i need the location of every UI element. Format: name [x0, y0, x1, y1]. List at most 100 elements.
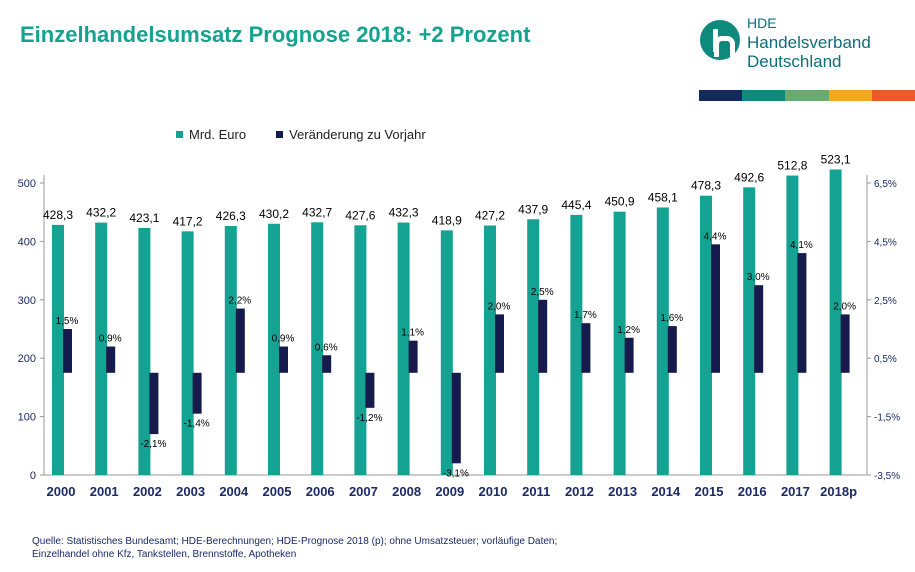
- revenue-data-label: 417,2: [173, 214, 203, 228]
- y-right-tick-label: 0,5%: [874, 354, 897, 365]
- change-bar: [667, 326, 677, 373]
- revenue-data-label: 523,1: [821, 153, 851, 167]
- color-strip-segment: [871, 90, 915, 101]
- change-data-label: 2,5%: [531, 287, 554, 298]
- change-data-label: 0,9%: [272, 334, 295, 345]
- revenue-bar: [440, 230, 453, 475]
- x-tick-label: 2008: [392, 484, 421, 499]
- change-bar: [711, 244, 720, 373]
- change-bar: [365, 372, 375, 408]
- legend-item-revenue: Mrd. Euro: [176, 127, 246, 142]
- y-left-tick-label: 200: [18, 353, 36, 365]
- x-tick-label: 2010: [479, 484, 508, 499]
- legend-swatch-revenue: [176, 131, 183, 138]
- change-data-label: 1,1%: [401, 328, 424, 339]
- y-right-tick-label: 2,5%: [874, 296, 897, 307]
- revenue-bar: [95, 222, 108, 475]
- change-bar: [495, 314, 504, 373]
- revenue-bar: [268, 223, 280, 475]
- change-bar: [451, 372, 461, 464]
- revenue-data-label: 423,1: [129, 211, 159, 225]
- change-bar: [279, 346, 288, 373]
- x-tick-label: 2015: [695, 484, 724, 499]
- x-tick-label: 2009: [435, 484, 464, 499]
- change-bar: [754, 285, 764, 373]
- revenue-bar: [354, 225, 367, 475]
- legend-label-revenue: Mrd. Euro: [189, 127, 247, 142]
- revenue-data-label: 492,6: [734, 170, 764, 184]
- change-bar: [624, 337, 634, 373]
- revenue-bar: [656, 207, 669, 475]
- y-right-tick-label: -3,5%: [874, 471, 900, 482]
- color-strip-segment: [785, 90, 829, 101]
- revenue-bar: [743, 187, 756, 475]
- x-tick-label: 2000: [47, 484, 76, 499]
- revenue-data-label: 478,3: [691, 179, 721, 193]
- change-bar: [63, 329, 72, 373]
- revenue-data-label: 427,6: [345, 208, 375, 222]
- change-data-label: 1,6%: [660, 313, 683, 324]
- change-data-label: 2,0%: [488, 301, 511, 312]
- change-bar: [840, 314, 850, 373]
- revenue-data-label: 432,7: [302, 205, 332, 219]
- change-data-label: -2,1%: [140, 439, 166, 450]
- hde-logo: HDE Handelsverband Deutschland: [700, 14, 890, 76]
- source-line-2: Einzelhandel ohne Kfz, Tankstellen, Bren…: [32, 549, 297, 560]
- y-right-tick-label: -1,5%: [874, 413, 900, 424]
- page-title: Einzelhandelsumsatz Prognose 2018: +2 Pr…: [20, 22, 531, 47]
- y-left-tick-label: 500: [18, 178, 36, 190]
- revenue-bar: [224, 226, 237, 475]
- change-data-label: 4,4%: [704, 231, 727, 242]
- revenue-data-label: 426,3: [216, 209, 246, 223]
- revenue-bar: [527, 219, 540, 475]
- change-data-label: 2,0%: [833, 301, 856, 312]
- change-data-label: -1,2%: [356, 413, 382, 424]
- revenue-data-label: 432,3: [389, 206, 419, 220]
- x-tick-label: 2006: [306, 484, 335, 499]
- change-bar: [192, 372, 202, 414]
- change-data-label: -3,1%: [443, 468, 469, 479]
- revenue-chart: 0 100 200 300 400 500 -3,5% -1,5% 0,5% 2,5% 4,5% 6,…: [18, 153, 901, 499]
- change-data-label: 1,5%: [56, 316, 79, 327]
- y-right-tick-label: 6,5%: [874, 179, 897, 190]
- revenue-bar: [52, 224, 64, 475]
- revenue-bar: [484, 225, 496, 475]
- change-bar: [106, 346, 116, 373]
- x-tick-label: 2016: [738, 484, 767, 499]
- x-tick-label: 2018p: [820, 484, 857, 499]
- x-tick-label: 2003: [176, 484, 205, 499]
- logo-line-2: Deutschland: [747, 52, 842, 71]
- revenue-bar: [570, 214, 583, 475]
- change-bar: [322, 355, 332, 373]
- revenue-bar: [138, 227, 151, 475]
- x-tick-label: 2007: [349, 484, 378, 499]
- change-data-label: 4,1%: [790, 240, 813, 251]
- x-tick-label: 2017: [781, 484, 810, 499]
- y-left-tick-label: 400: [18, 236, 36, 248]
- logo-text: HDE Handelsverband Deutschland: [747, 14, 871, 71]
- change-data-label: 3,0%: [747, 272, 770, 283]
- y-left-tick-label: 300: [18, 295, 36, 307]
- revenue-bar: [829, 169, 842, 476]
- source-line-1: Quelle: Statistisches Bundesamt; HDE-Ber…: [32, 536, 558, 547]
- revenue-data-label: 432,2: [86, 206, 116, 220]
- change-data-label: 1,7%: [574, 310, 597, 321]
- change-data-label: 0,9%: [99, 334, 122, 345]
- revenue-data-label: 512,8: [777, 159, 807, 173]
- x-tick-label: 2005: [263, 484, 292, 499]
- revenue-bar: [613, 211, 626, 475]
- revenue-data-label: 427,2: [475, 209, 505, 223]
- y-left-tick-label: 100: [18, 412, 36, 424]
- revenue-data-label: 428,3: [43, 208, 73, 222]
- color-strip-segment: [828, 90, 872, 101]
- revenue-bar: [786, 175, 799, 476]
- revenue-bar: [181, 231, 194, 475]
- change-data-label: 0,6%: [315, 342, 338, 353]
- legend-label-change: Veränderung zu Vorjahr: [289, 127, 426, 142]
- revenue-data-label: 445,4: [561, 198, 591, 212]
- change-bar: [581, 323, 591, 373]
- revenue-data-label: 458,1: [648, 190, 678, 204]
- change-data-label: 1,2%: [617, 325, 640, 336]
- legend-swatch-change: [276, 131, 284, 138]
- change-data-label: 2,2%: [228, 296, 251, 307]
